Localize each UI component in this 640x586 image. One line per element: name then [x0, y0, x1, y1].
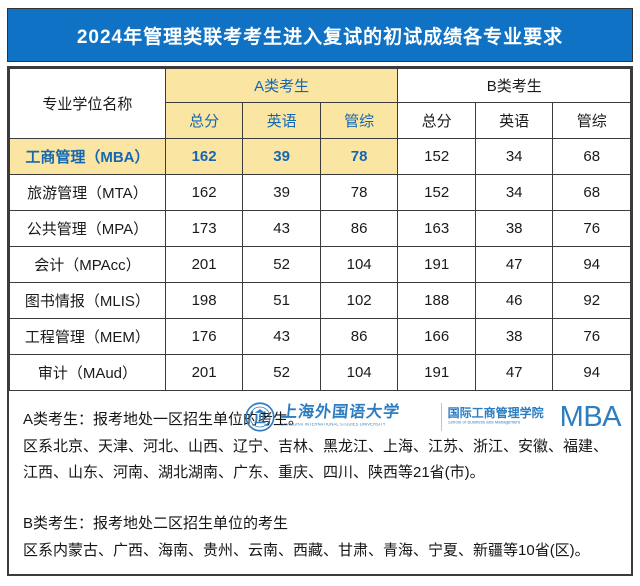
- footnotes: 上海外国语大学 SHANGHAI INTERNATIONAL STUDIES U…: [9, 391, 631, 565]
- score-b-total: 191: [397, 246, 476, 283]
- col-header-a-comp: 管综: [319, 102, 399, 139]
- score-b-comp: 76: [552, 318, 631, 355]
- score-a-comp: 104: [319, 246, 399, 283]
- score-a-comp: 102: [319, 282, 399, 319]
- university-seal-icon: [245, 402, 275, 432]
- school-name-block: 国际工商管理学院 School of Business and Manageme…: [448, 407, 554, 427]
- note-b-body: 区系内蒙古、广西、海南、贵州、云南、西藏、甘肃、青海、宁夏、新疆等10省(区)。: [23, 541, 590, 559]
- university-name-cn: 上海外国语大学: [279, 404, 401, 421]
- score-b-comp: 94: [552, 246, 631, 283]
- title-banner: 2024年管理类联考考生进入复试的初试成绩各专业要求: [7, 8, 633, 62]
- score-b-total: 152: [397, 174, 476, 211]
- score-b-total: 163: [397, 210, 476, 247]
- notes-spacer: [23, 487, 617, 511]
- score-a-english: 39: [242, 138, 321, 175]
- program-name: 工商管理（MBA）: [9, 138, 166, 175]
- score-b-comp: 68: [552, 138, 631, 175]
- col-group-b: B类考生: [397, 68, 631, 103]
- university-name-en: SHANGHAI INTERNATIONAL STUDIES UNIVERSIT…: [280, 423, 386, 428]
- score-b-english: 47: [474, 246, 554, 283]
- col-header-b-comp: 管综: [552, 102, 631, 139]
- score-b-total: 188: [397, 282, 476, 319]
- mba-wordmark: MBA: [559, 400, 622, 433]
- note-b-title: B类考生：报考地处二区招生单位的考生: [23, 515, 289, 533]
- score-a-english: 52: [242, 354, 321, 391]
- col-header-b-total: 总分: [397, 102, 476, 139]
- program-name: 图书情报（MLIS）: [9, 282, 166, 319]
- score-a-total: 201: [164, 246, 244, 283]
- score-a-total: 198: [164, 282, 244, 319]
- col-header-a-english: 英语: [242, 102, 321, 139]
- score-a-total: 176: [164, 318, 244, 355]
- score-b-english: 38: [474, 210, 554, 247]
- school-name-en: School of Business and Management: [447, 421, 520, 426]
- score-b-total: 152: [397, 138, 476, 175]
- score-b-comp: 68: [552, 174, 631, 211]
- university-name-block: 上海外国语大学 SHANGHAI INTERNATIONAL STUDIES U…: [279, 404, 435, 429]
- table-row-mba: 工商管理（MBA） 162 39 78 152 34 68: [9, 138, 631, 175]
- score-a-comp: 104: [319, 354, 399, 391]
- score-b-english: 46: [474, 282, 554, 319]
- score-a-english: 39: [242, 174, 321, 211]
- score-b-english: 38: [474, 318, 554, 355]
- table-row-mpa: 公共管理（MPA） 173 43 86 163 38 76: [9, 210, 631, 247]
- col-group-a: A类考生: [164, 68, 399, 103]
- table-row-mpacc: 会计（MPAcc） 201 52 104 191 47 94: [9, 246, 631, 283]
- score-b-comp: 94: [552, 354, 631, 391]
- score-b-comp: 92: [552, 282, 631, 319]
- table-row-mlis: 图书情报（MLIS） 198 51 102 188 46 92: [9, 282, 631, 319]
- score-a-english: 52: [242, 246, 321, 283]
- score-b-english: 34: [474, 174, 554, 211]
- score-a-total: 173: [164, 210, 244, 247]
- score-a-total: 201: [164, 354, 244, 391]
- score-a-comp: 86: [319, 318, 399, 355]
- program-name: 工程管理（MEM）: [9, 318, 166, 355]
- school-name-cn: 国际工商管理学院: [447, 406, 544, 420]
- score-b-total: 166: [397, 318, 476, 355]
- program-name: 公共管理（MPA）: [9, 210, 166, 247]
- page-title: 2024年管理类联考考生进入复试的初试成绩各专业要求: [76, 26, 564, 48]
- score-b-english: 34: [474, 138, 554, 175]
- score-a-english: 43: [242, 210, 321, 247]
- col-header-program: 专业学位名称: [9, 68, 166, 139]
- score-a-english: 43: [242, 318, 321, 355]
- score-a-comp: 78: [319, 174, 399, 211]
- score-table: 专业学位名称 A类考生 B类考生 总分 英语 管综 总分 英语 管综 工商管理（…: [9, 68, 631, 391]
- note-a-body: 区系北京、天津、河北、山西、辽宁、吉林、黑龙江、上海、江苏、浙江、安徽、福建、江…: [23, 437, 609, 482]
- score-sheet: 专业学位名称 A类考生 B类考生 总分 英语 管综 总分 英语 管综 工商管理（…: [7, 66, 633, 576]
- program-name: 审计（MAud）: [9, 354, 166, 391]
- score-a-english: 51: [242, 282, 321, 319]
- table-row-mta: 旅游管理（MTA） 162 39 78 152 34 68: [9, 174, 631, 211]
- table-row-mem: 工程管理（MEM） 176 43 86 166 38 76: [9, 318, 631, 355]
- score-a-total: 162: [164, 174, 244, 211]
- header-row-subcolumns: 总分 英语 管综 总分 英语 管综: [10, 102, 631, 139]
- logo-divider: [440, 403, 442, 431]
- score-b-english: 47: [474, 354, 554, 391]
- table-row-maud: 审计（MAud） 201 52 104 191 47 94: [9, 354, 631, 391]
- score-b-total: 191: [397, 354, 476, 391]
- note-a-title: A类考生：报考地处一区招生单位的考生。: [23, 411, 304, 428]
- header-row-groups: 专业学位名称 A类考生 B类考生: [9, 68, 631, 139]
- score-a-comp: 86: [319, 210, 399, 247]
- school-logo: 上海外国语大学 SHANGHAI INTERNATIONAL STUDIES U…: [245, 398, 622, 436]
- program-name: 旅游管理（MTA）: [9, 174, 166, 211]
- score-b-comp: 76: [552, 210, 631, 247]
- score-a-total: 162: [164, 138, 244, 175]
- program-name: 会计（MPAcc）: [9, 246, 166, 283]
- col-header-b-english: 英语: [474, 102, 554, 139]
- col-header-a-total: 总分: [164, 102, 244, 139]
- score-a-comp: 78: [319, 138, 399, 175]
